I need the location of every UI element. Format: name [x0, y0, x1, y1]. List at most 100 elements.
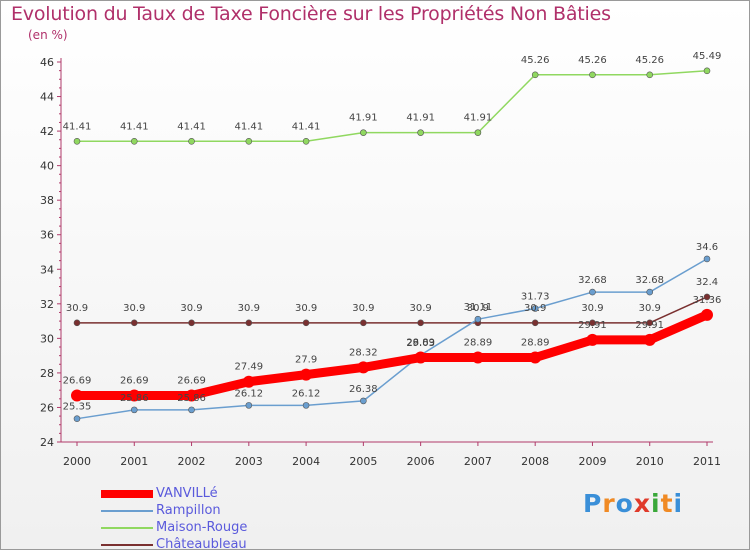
legend-swatch	[101, 489, 153, 498]
data-label: 31.73	[521, 291, 550, 302]
data-label: 45.26	[635, 55, 664, 66]
x-tick-label: 2000	[63, 455, 91, 468]
x-tick-label: 2004	[292, 455, 320, 468]
data-label: 41.41	[292, 121, 321, 132]
data-label: 27.9	[295, 355, 317, 366]
data-point	[646, 288, 654, 296]
data-label: 27.49	[234, 362, 263, 373]
data-point	[128, 389, 141, 402]
data-point	[130, 137, 138, 145]
data-label: 29.91	[635, 320, 664, 331]
logo-letter: t	[660, 489, 674, 518]
data-point	[130, 319, 138, 327]
x-tick-label: 2008	[521, 455, 549, 468]
data-label: 26.12	[234, 388, 263, 399]
data-point	[471, 351, 484, 364]
legend-label: VANVILLé	[156, 486, 218, 501]
data-point	[245, 319, 253, 327]
y-tick-label: 36	[40, 229, 54, 242]
x-tick-label: 2009	[578, 455, 606, 468]
logo-letter: P	[583, 489, 603, 518]
data-label: 41.41	[234, 121, 263, 132]
data-label: 30.9	[180, 303, 202, 314]
y-tick-label: 38	[40, 194, 54, 207]
data-point	[360, 129, 367, 136]
data-label: 26.69	[120, 376, 149, 387]
data-label: 30.9	[581, 303, 603, 314]
y-tick-label: 42	[40, 125, 54, 138]
data-label: 25.86	[120, 393, 149, 404]
data-label: 25.86	[177, 393, 206, 404]
y-tick-label: 34	[40, 263, 54, 276]
data-label: 32.68	[635, 275, 664, 286]
data-label: 28.89	[464, 338, 493, 349]
data-point	[646, 319, 654, 327]
series-line	[72, 310, 712, 401]
data-point	[414, 351, 427, 364]
data-point	[474, 129, 482, 136]
data-point	[357, 361, 370, 374]
data-point	[703, 67, 711, 75]
series-line	[76, 258, 708, 420]
y-tick-label: 32	[40, 298, 54, 311]
data-label: 30.9	[123, 303, 145, 314]
data-label: 26.38	[349, 384, 378, 395]
legend-label: Maison-Rouge	[156, 520, 248, 535]
data-point	[300, 368, 313, 381]
data-label: 26.12	[292, 388, 321, 399]
data-point	[188, 319, 195, 327]
data-point	[73, 415, 81, 422]
data-label: 28.32	[349, 347, 378, 358]
data-label: 34.6	[696, 242, 718, 253]
data-point	[417, 129, 424, 136]
data-point	[586, 333, 599, 346]
data-label: 30.9	[467, 303, 489, 314]
data-label: 45.26	[578, 55, 607, 66]
data-point	[703, 293, 711, 301]
data-point	[71, 389, 83, 402]
data-label: 30.9	[410, 303, 432, 314]
y-tick-label: 40	[40, 160, 54, 173]
data-point	[245, 402, 253, 409]
series-line	[76, 296, 708, 324]
data-point	[589, 71, 596, 79]
x-tick-label: 2007	[464, 455, 492, 468]
data-label: 41.91	[349, 113, 378, 124]
legend-label: Rampillon	[156, 503, 221, 518]
x-tick-label: 2003	[235, 455, 263, 468]
data-label: 28.89	[406, 338, 435, 349]
y-tick-label: 26	[40, 401, 54, 414]
chart-title: Evolution du Taux de Taxe Foncière sur l…	[11, 3, 611, 25]
data-point	[188, 137, 195, 145]
data-point	[185, 389, 198, 402]
data-point	[701, 308, 713, 321]
logo-letter: o	[615, 489, 634, 518]
x-tick-label: 2002	[178, 455, 206, 468]
legend-swatch	[101, 543, 153, 546]
data-point	[643, 333, 656, 346]
data-label: 29.91	[578, 320, 607, 331]
x-tick-label: 2011	[693, 455, 721, 468]
x-tick-label: 2001	[120, 455, 148, 468]
data-point	[73, 319, 81, 327]
data-point	[531, 319, 539, 327]
data-label: 25.35	[63, 402, 92, 413]
data-label: 32.68	[578, 275, 607, 286]
data-point	[360, 319, 367, 327]
series-line	[76, 70, 708, 143]
data-point	[529, 351, 542, 364]
data-point	[360, 397, 367, 405]
x-tick-label: 2005	[349, 455, 377, 468]
y-tick-label: 24	[40, 436, 54, 449]
legend-swatch	[101, 509, 153, 512]
data-point	[245, 137, 253, 145]
legend-label: Châteaubleau	[156, 537, 247, 550]
data-label: 30.9	[639, 303, 661, 314]
data-point	[589, 319, 596, 327]
y-axis-unit-label: (en %)	[28, 28, 68, 42]
x-tick-label: 2010	[636, 455, 664, 468]
x-tick-label: 2006	[407, 455, 435, 468]
data-label: 45.49	[693, 51, 722, 62]
